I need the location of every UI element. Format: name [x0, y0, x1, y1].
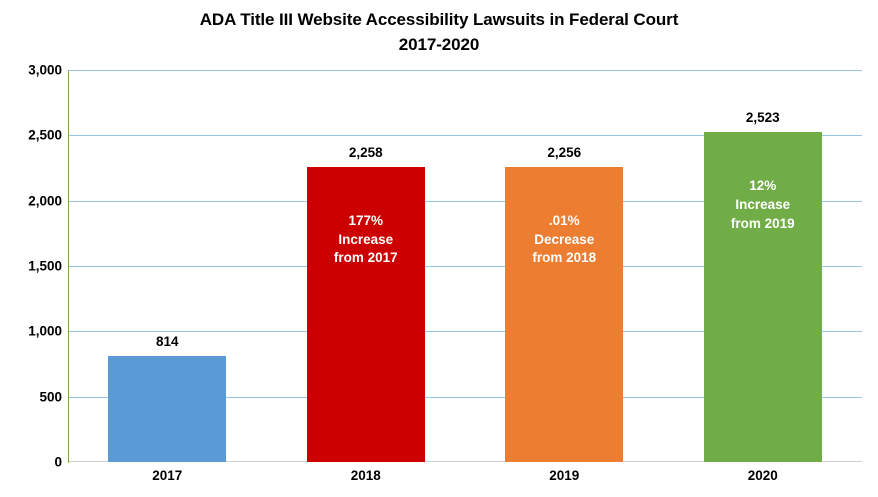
- x-axis-category-label: 2019: [549, 468, 580, 483]
- y-axis-labels: 0 500 1,000 1,500 2,000 2,500 3,000: [0, 63, 62, 470]
- gridline: [68, 331, 862, 333]
- gridline: [68, 266, 862, 267]
- bar-annotation-line: 12%: [749, 178, 777, 194]
- bar-slot: 12% Increase from 2019 2,523: [664, 70, 863, 462]
- bar-annotation: 177% Increase from 2017: [311, 212, 421, 268]
- bar-annotation: .01% Decrease from 2018: [509, 212, 619, 268]
- bar[interactable]: 177% Increase from 2017: [306, 166, 425, 462]
- gridline: [68, 200, 862, 202]
- x-axis-category-label: 2020: [747, 468, 778, 483]
- y-axis-tick-label: 1,000: [28, 323, 62, 339]
- y-axis-tick-label: 500: [39, 389, 62, 405]
- bar[interactable]: .01% Decrease from 2018: [505, 167, 624, 462]
- bars-layer: 814 177% Increase from 2017 2,258 .01% Decreas…: [68, 70, 862, 462]
- x-axis-category-label: 2017: [152, 468, 183, 483]
- chart-title-line-2: 2017-2020: [398, 34, 480, 54]
- y-axis-tick-label: 2,500: [28, 127, 62, 143]
- plot-area: [68, 70, 862, 462]
- bar-annotation: 12% Increase from 2019: [708, 177, 818, 233]
- y-axis-tick-label: 3,000: [28, 62, 62, 78]
- chart-title-line-1: ADA Title III Website Accessibility Laws…: [199, 10, 679, 29]
- bar-slot: .01% Decrease from 2018 2,256: [465, 70, 664, 462]
- bar-annotation-line: from 2018: [532, 250, 597, 266]
- y-axis-line: [68, 70, 69, 463]
- bar-annotation-line: Increase: [735, 196, 791, 212]
- bar-value-label: 2,523: [745, 110, 780, 126]
- bar-value-label: 814: [155, 333, 179, 349]
- y-axis-tick-label: 1,500: [28, 258, 62, 274]
- bar-annotation-line: .01%: [548, 213, 580, 229]
- gridline: [68, 396, 862, 398]
- bar-annotation-line: Decrease: [534, 231, 595, 247]
- bar-annotation-line: from 2019: [730, 215, 795, 231]
- bar[interactable]: 12% Increase from 2019: [703, 132, 822, 462]
- bar[interactable]: [108, 355, 227, 462]
- bar-slot: 814: [68, 70, 267, 462]
- bar-value-label: 2,256: [547, 145, 582, 161]
- y-axis-tick-label: 0: [54, 454, 62, 470]
- bar-annotation-line: Increase: [338, 231, 394, 247]
- bar-value-label: 2,258: [348, 144, 383, 160]
- bar-annotation-line: from 2017: [333, 250, 398, 266]
- gridline: [68, 70, 862, 71]
- y-axis-tick-label: 2,000: [28, 193, 62, 209]
- gridline: [68, 135, 862, 137]
- bar-annotation-line: 177%: [348, 212, 384, 228]
- x-axis-labels: 2017 2018 2019 2020: [68, 468, 862, 492]
- x-axis-category-label: 2018: [350, 468, 381, 483]
- x-axis-baseline: [68, 461, 862, 462]
- chart-title: ADA Title III Website Accessibility Laws…: [0, 8, 878, 57]
- bar-slot: 177% Increase from 2017 2,258: [267, 70, 466, 462]
